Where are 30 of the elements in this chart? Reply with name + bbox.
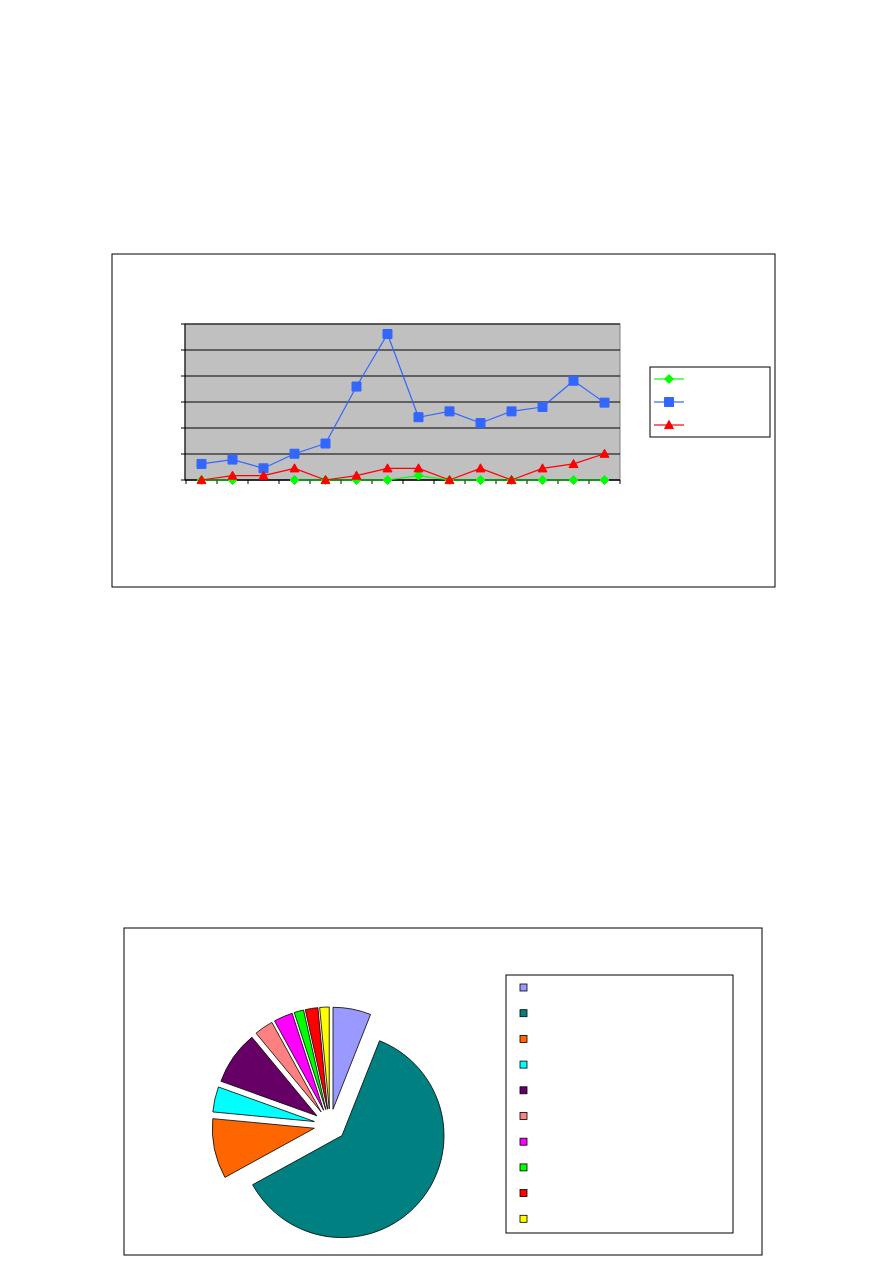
point — [413, 463, 424, 473]
point — [351, 470, 362, 480]
point — [227, 470, 238, 480]
point — [599, 397, 610, 408]
point — [289, 463, 300, 473]
point — [475, 475, 486, 485]
point — [382, 475, 393, 485]
point — [475, 463, 486, 473]
point — [289, 475, 300, 485]
point — [568, 375, 579, 386]
point — [227, 454, 238, 465]
point — [599, 448, 610, 458]
point — [537, 475, 548, 485]
point — [568, 475, 579, 485]
point — [444, 406, 455, 417]
point — [382, 463, 393, 473]
point — [413, 412, 424, 423]
point — [351, 381, 362, 392]
point — [258, 463, 269, 474]
point — [537, 402, 548, 412]
point — [599, 475, 610, 485]
point — [568, 458, 579, 469]
point — [506, 406, 517, 417]
point — [289, 448, 300, 459]
point — [196, 458, 207, 469]
point — [475, 418, 486, 429]
point — [537, 463, 548, 473]
point — [320, 438, 331, 449]
point — [258, 470, 269, 480]
point — [382, 329, 393, 339]
